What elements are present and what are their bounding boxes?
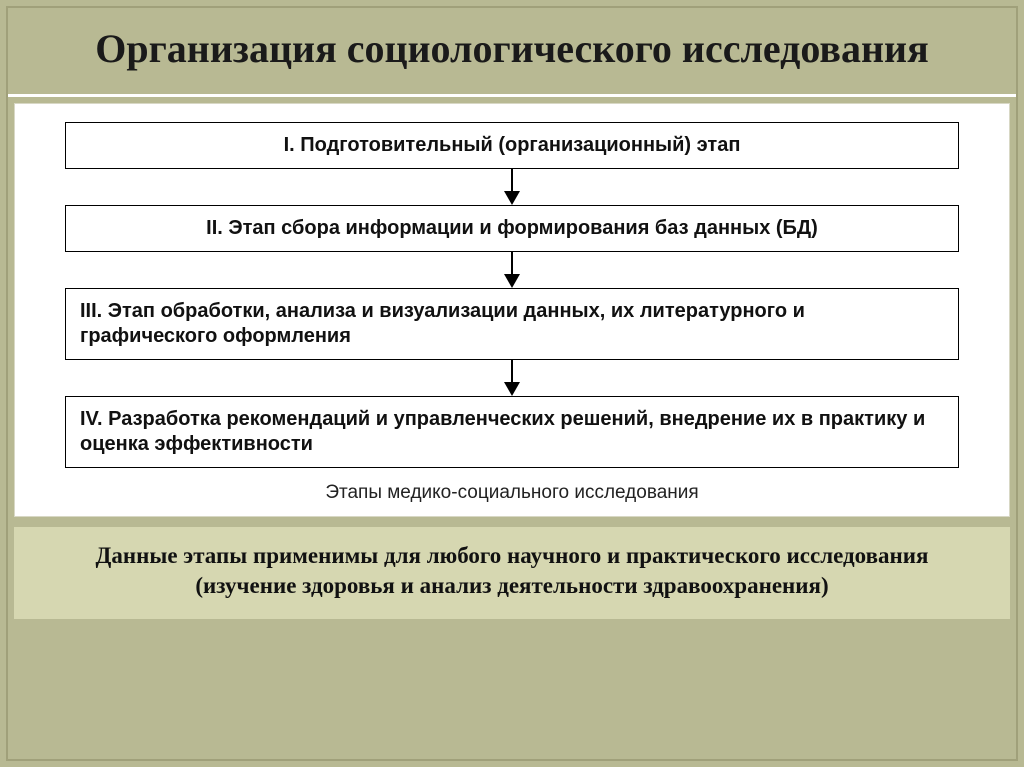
flow-arrow-3 [500, 360, 524, 396]
arrow-down-icon [500, 252, 524, 288]
footer-block: Данные этапы применимы для любого научно… [14, 527, 1010, 619]
arrow-down-icon [500, 360, 524, 396]
flow-arrow-2 [500, 252, 524, 288]
footer-text: Данные этапы применимы для любого научно… [44, 541, 980, 601]
slide-frame: Организация социологического исследовани… [6, 6, 1018, 761]
title-block: Организация социологического исследовани… [8, 8, 1016, 94]
title-divider [8, 94, 1016, 97]
flow-node-2: II. Этап сбора информации и формирования… [65, 205, 959, 252]
slide-title: Организация социологического исследовани… [28, 26, 996, 72]
arrow-down-icon [500, 169, 524, 205]
flowchart-caption: Этапы медико-социального исследования [325, 482, 698, 503]
flow-node-4: IV. Разработка рекомендаций и управленче… [65, 396, 959, 468]
flow-arrow-1 [500, 169, 524, 205]
flowchart-caption-row: Этапы медико-социального исследования [65, 468, 959, 504]
flow-node-3: III. Этап обработки, анализа и визуализа… [65, 288, 959, 360]
flow-node-1: I. Подготовительный (организационный) эт… [65, 122, 959, 169]
flowchart-area: I. Подготовительный (организационный) эт… [14, 103, 1010, 517]
